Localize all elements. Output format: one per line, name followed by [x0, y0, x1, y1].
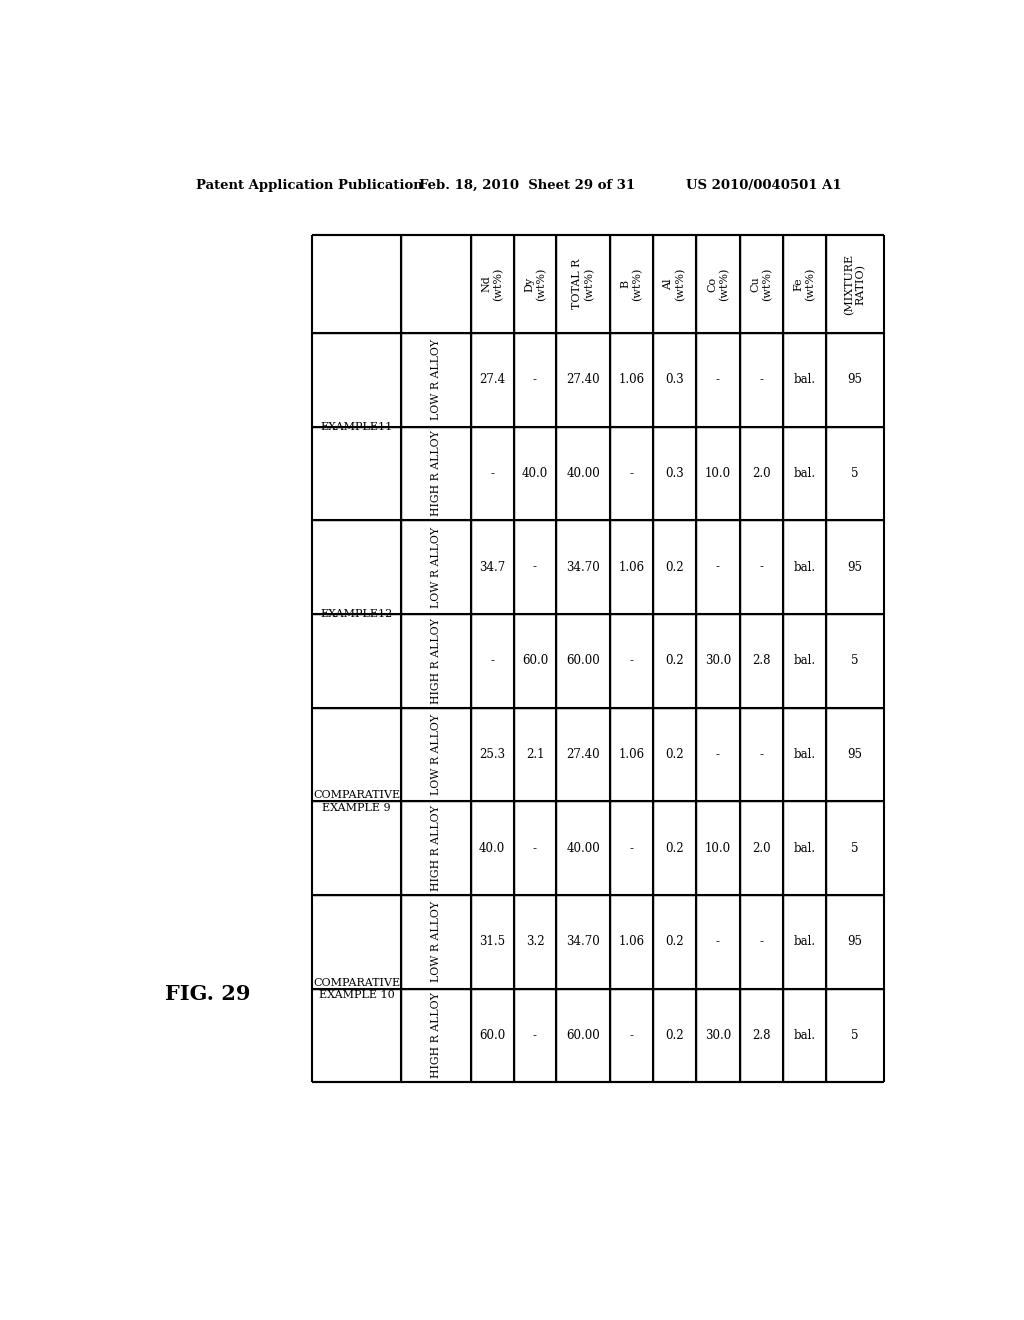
Text: FIG. 29: FIG. 29	[165, 983, 251, 1003]
Text: Dy
(wt%): Dy (wt%)	[524, 268, 546, 301]
Text: Nd
(wt%): Nd (wt%)	[481, 268, 503, 301]
Text: bal.: bal.	[794, 655, 815, 667]
Text: -: -	[716, 374, 720, 387]
Text: Al
(wt%): Al (wt%)	[664, 268, 685, 301]
Text: 1.06: 1.06	[618, 748, 644, 760]
Text: 0.3: 0.3	[665, 467, 684, 480]
Text: 25.3: 25.3	[479, 748, 505, 760]
Text: 34.70: 34.70	[566, 561, 600, 574]
Text: 0.2: 0.2	[665, 936, 683, 948]
Text: 27.40: 27.40	[566, 748, 600, 760]
Text: bal.: bal.	[794, 1030, 815, 1041]
Text: -: -	[532, 374, 537, 387]
Text: -: -	[716, 936, 720, 948]
Text: 27.40: 27.40	[566, 374, 600, 387]
Text: EXAMPLE11: EXAMPLE11	[321, 421, 392, 432]
Text: 30.0: 30.0	[705, 655, 731, 667]
Text: Patent Application Publication: Patent Application Publication	[197, 178, 423, 191]
Text: HIGH R ALLOY: HIGH R ALLOY	[431, 993, 440, 1078]
Text: 95: 95	[847, 561, 862, 574]
Text: -: -	[716, 748, 720, 760]
Text: 30.0: 30.0	[705, 1030, 731, 1041]
Text: -: -	[532, 1030, 537, 1041]
Text: 2.1: 2.1	[525, 748, 544, 760]
Text: 60.00: 60.00	[566, 655, 600, 667]
Text: -: -	[760, 936, 764, 948]
Text: 1.06: 1.06	[618, 561, 644, 574]
Text: bal.: bal.	[794, 561, 815, 574]
Text: Feb. 18, 2010  Sheet 29 of 31: Feb. 18, 2010 Sheet 29 of 31	[419, 178, 635, 191]
Text: 0.2: 0.2	[665, 561, 683, 574]
Text: 95: 95	[847, 374, 862, 387]
Text: HIGH R ALLOY: HIGH R ALLOY	[431, 805, 440, 891]
Text: B
(wt%): B (wt%)	[621, 268, 642, 301]
Text: 5: 5	[851, 467, 858, 480]
Text: 2.0: 2.0	[753, 467, 771, 480]
Text: 60.00: 60.00	[566, 1030, 600, 1041]
Text: 60.0: 60.0	[522, 655, 548, 667]
Text: 31.5: 31.5	[479, 936, 505, 948]
Text: 40.0: 40.0	[479, 842, 505, 854]
Text: 40.00: 40.00	[566, 467, 600, 480]
Text: bal.: bal.	[794, 374, 815, 387]
Text: -: -	[630, 842, 634, 854]
Text: -: -	[490, 467, 495, 480]
Text: TOTAL R
(wt%): TOTAL R (wt%)	[572, 259, 594, 309]
Text: 2.8: 2.8	[753, 1030, 771, 1041]
Text: 95: 95	[847, 936, 862, 948]
Text: -: -	[630, 655, 634, 667]
Text: 40.0: 40.0	[522, 467, 548, 480]
Text: bal.: bal.	[794, 748, 815, 760]
Text: -: -	[532, 561, 537, 574]
Text: 5: 5	[851, 842, 858, 854]
Text: Fe
(wt%): Fe (wt%)	[794, 268, 815, 301]
Text: bal.: bal.	[794, 842, 815, 854]
Text: LOW R ALLOY: LOW R ALLOY	[431, 902, 440, 982]
Text: 0.2: 0.2	[665, 655, 683, 667]
Text: 10.0: 10.0	[705, 842, 731, 854]
Text: bal.: bal.	[794, 467, 815, 480]
Text: 10.0: 10.0	[705, 467, 731, 480]
Text: LOW R ALLOY: LOW R ALLOY	[431, 527, 440, 607]
Text: 0.2: 0.2	[665, 748, 683, 760]
Text: 34.7: 34.7	[479, 561, 505, 574]
Text: 34.70: 34.70	[566, 936, 600, 948]
Text: 60.0: 60.0	[479, 1030, 505, 1041]
Text: 5: 5	[851, 655, 858, 667]
Text: LOW R ALLOY: LOW R ALLOY	[431, 339, 440, 420]
Text: 0.2: 0.2	[665, 1030, 683, 1041]
Text: -: -	[716, 561, 720, 574]
Text: -: -	[630, 1030, 634, 1041]
Text: Co
(wt%): Co (wt%)	[707, 268, 729, 301]
Text: -: -	[760, 561, 764, 574]
Text: -: -	[630, 467, 634, 480]
Text: 5: 5	[851, 1030, 858, 1041]
Text: 1.06: 1.06	[618, 936, 644, 948]
Text: COMPARATIVE
EXAMPLE 10: COMPARATIVE EXAMPLE 10	[313, 978, 400, 1001]
Text: HIGH R ALLOY: HIGH R ALLOY	[431, 618, 440, 704]
Text: bal.: bal.	[794, 936, 815, 948]
Text: -: -	[532, 842, 537, 854]
Text: (MIXTURE
RATIO): (MIXTURE RATIO)	[844, 253, 866, 314]
Text: -: -	[760, 374, 764, 387]
Text: 2.8: 2.8	[753, 655, 771, 667]
Text: 3.2: 3.2	[525, 936, 545, 948]
Text: 2.0: 2.0	[753, 842, 771, 854]
Text: 95: 95	[847, 748, 862, 760]
Text: US 2010/0040501 A1: US 2010/0040501 A1	[686, 178, 842, 191]
Text: -: -	[760, 748, 764, 760]
Text: 27.4: 27.4	[479, 374, 505, 387]
Text: 1.06: 1.06	[618, 374, 644, 387]
Text: -: -	[490, 655, 495, 667]
Text: 0.3: 0.3	[665, 374, 684, 387]
Text: Cu
(wt%): Cu (wt%)	[751, 268, 773, 301]
Text: EXAMPLE12: EXAMPLE12	[321, 609, 392, 619]
Text: 40.00: 40.00	[566, 842, 600, 854]
Text: HIGH R ALLOY: HIGH R ALLOY	[431, 430, 440, 516]
Text: COMPARATIVE
EXAMPLE 9: COMPARATIVE EXAMPLE 9	[313, 791, 400, 813]
Text: 0.2: 0.2	[665, 842, 683, 854]
Text: LOW R ALLOY: LOW R ALLOY	[431, 714, 440, 795]
